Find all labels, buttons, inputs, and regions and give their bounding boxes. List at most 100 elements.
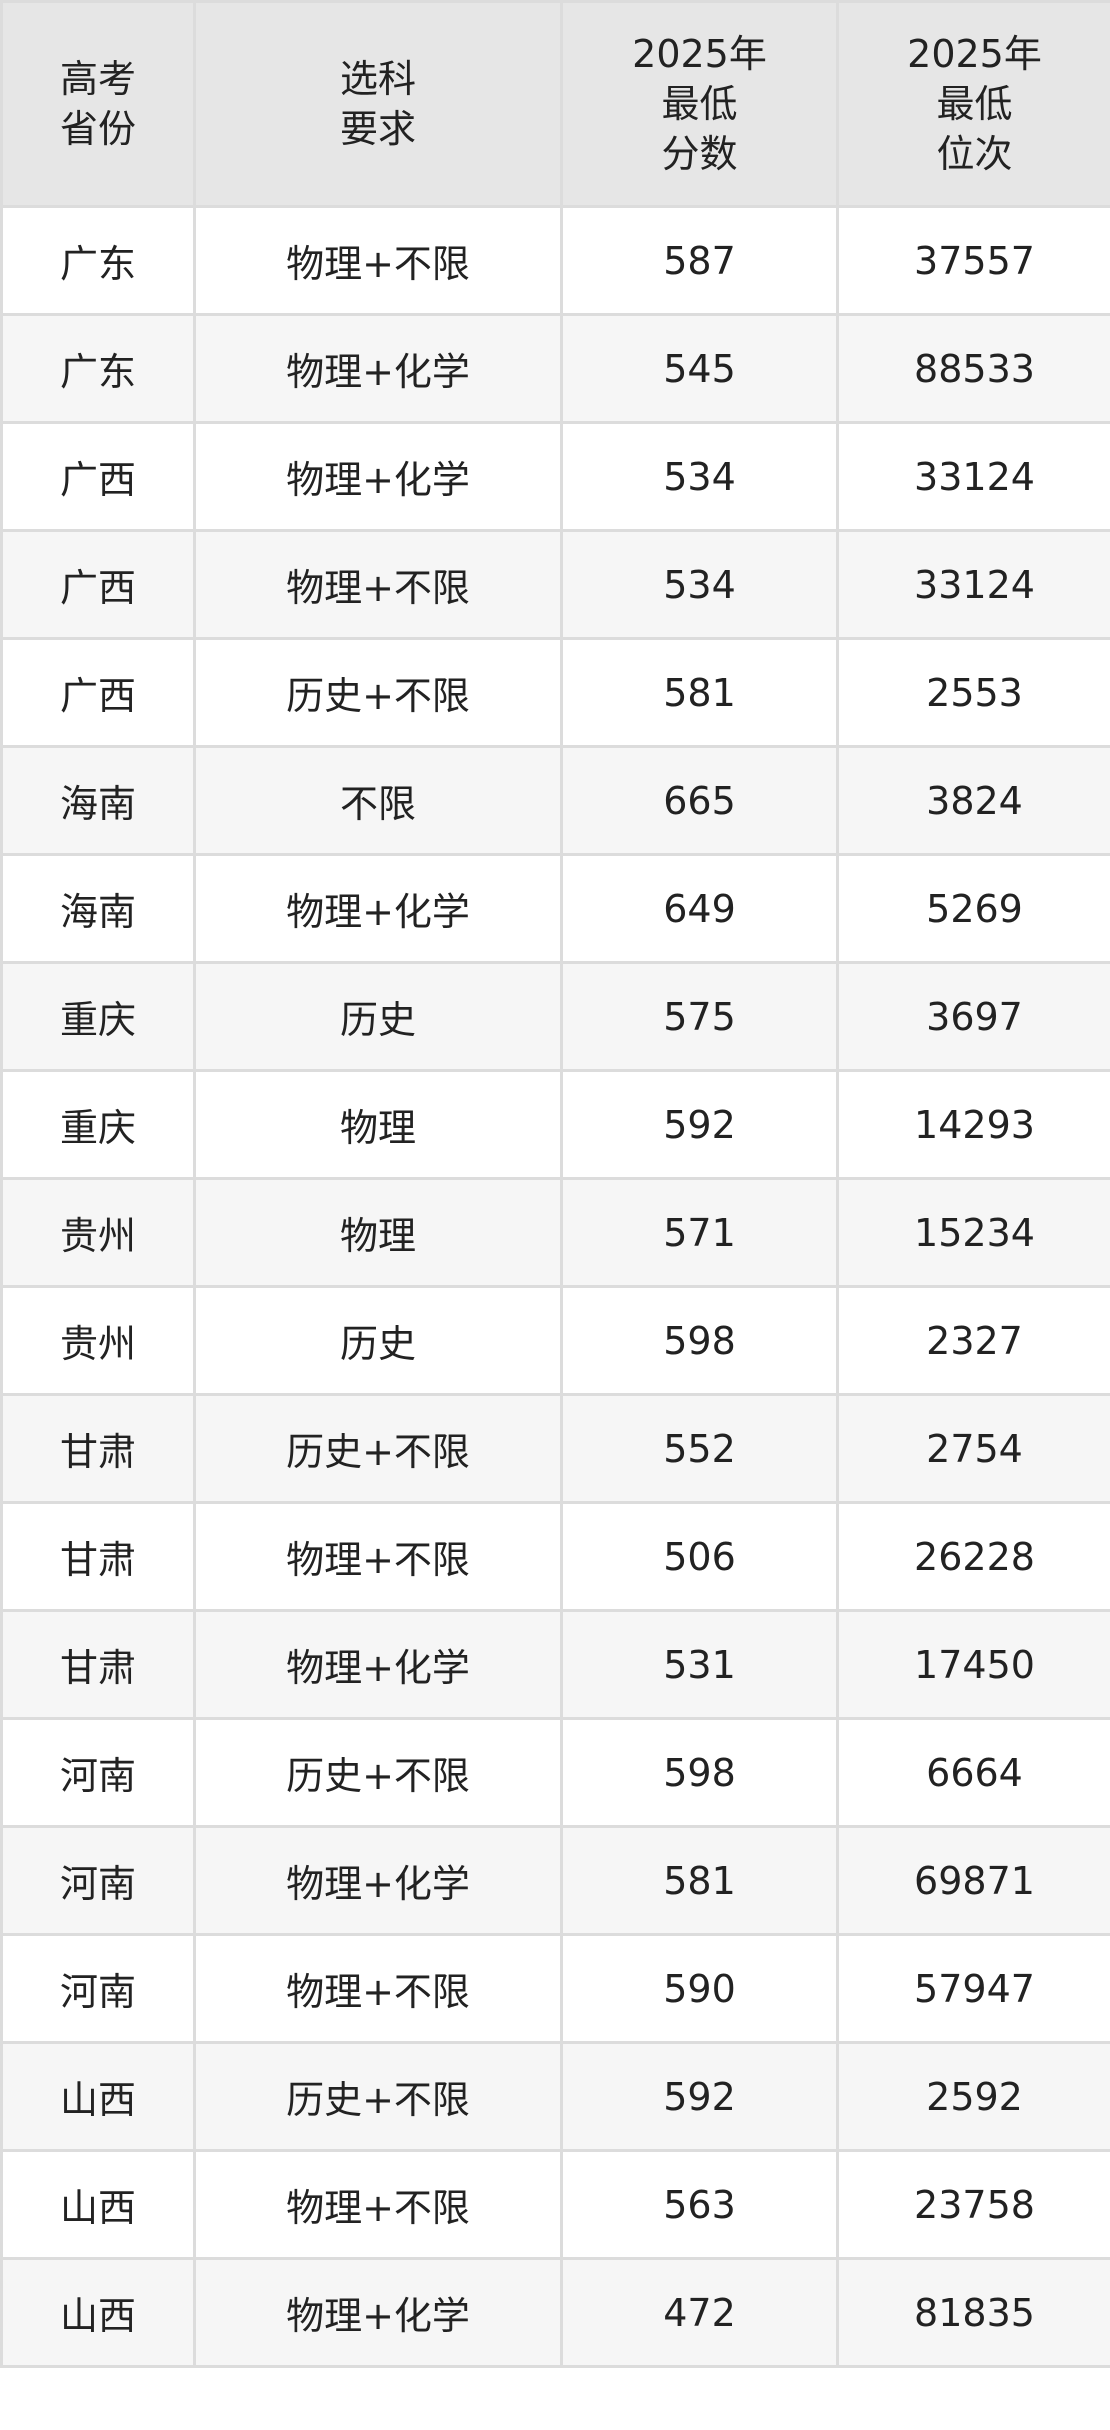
score-cell: 472 [560,2257,839,2368]
province-cell: 河南 [0,1933,196,2044]
rank-cell: 69871 [836,1825,1110,1936]
rank-cell: 5269 [836,853,1110,964]
score-cell: 590 [560,1933,839,2044]
table-row: 广西 物理+不限 534 33124 [0,529,1110,640]
province-cell: 甘肃 [0,1501,196,1612]
score-cell: 563 [560,2149,839,2260]
rank-cell: 88533 [836,313,1110,424]
subject-cell: 历史+不限 [193,1393,563,1504]
subject-cell: 不限 [193,745,563,856]
score-cell: 649 [560,853,839,964]
province-cell: 广西 [0,637,196,748]
rank-cell: 81835 [836,2257,1110,2368]
table-row: 贵州 物理 571 15234 [0,1177,1110,1288]
province-cell: 广东 [0,205,196,316]
subject-cell: 历史 [193,961,563,1072]
score-cell: 571 [560,1177,839,1288]
score-cell: 534 [560,421,839,532]
score-cell: 592 [560,2041,839,2152]
subject-cell: 物理+不限 [193,529,563,640]
province-cell: 重庆 [0,961,196,1072]
admission-score-table: 高考 省份 选科 要求 2025年 最低 分数 2025年 最低 位次 广东 物理… [0,0,1110,2368]
subject-cell: 物理+不限 [193,2149,563,2260]
subject-cell: 物理+化学 [193,1609,563,1720]
rank-cell: 2592 [836,2041,1110,2152]
table-row: 广东 物理+化学 545 88533 [0,313,1110,424]
rank-cell: 6664 [836,1717,1110,1828]
table-row: 河南 物理+化学 581 69871 [0,1825,1110,1936]
subject-cell: 物理+不限 [193,205,563,316]
table-row: 甘肃 物理+不限 506 26228 [0,1501,1110,1612]
subject-cell: 物理+化学 [193,313,563,424]
subject-cell: 历史+不限 [193,2041,563,2152]
province-cell: 贵州 [0,1285,196,1396]
subject-cell: 历史 [193,1285,563,1396]
table-row: 海南 不限 665 3824 [0,745,1110,856]
score-cell: 575 [560,961,839,1072]
table-row: 重庆 历史 575 3697 [0,961,1110,1072]
province-cell: 广西 [0,529,196,640]
table-row: 甘肃 物理+化学 531 17450 [0,1609,1110,1720]
subject-cell: 物理+化学 [193,2257,563,2368]
province-cell: 河南 [0,1717,196,1828]
rank-cell: 2754 [836,1393,1110,1504]
table-body: 广东 物理+不限 587 37557 广东 物理+化学 545 88533 广西 物理+化学 534… [0,205,1110,2368]
province-cell: 甘肃 [0,1393,196,1504]
province-cell: 山西 [0,2257,196,2368]
province-cell: 贵州 [0,1177,196,1288]
header-row: 高考 省份 选科 要求 2025年 最低 分数 2025年 最低 位次 [0,0,1110,208]
rank-cell: 37557 [836,205,1110,316]
rank-cell: 15234 [836,1177,1110,1288]
score-cell: 587 [560,205,839,316]
header-min-rank: 2025年 最低 位次 [836,0,1110,208]
table-row: 山西 物理+化学 472 81835 [0,2257,1110,2368]
table-row: 河南 历史+不限 598 6664 [0,1717,1110,1828]
province-cell: 广西 [0,421,196,532]
subject-cell: 物理+不限 [193,1933,563,2044]
table-row: 河南 物理+不限 590 57947 [0,1933,1110,2044]
table-row: 甘肃 历史+不限 552 2754 [0,1393,1110,1504]
subject-cell: 历史+不限 [193,1717,563,1828]
rank-cell: 57947 [836,1933,1110,2044]
subject-cell: 物理+不限 [193,1501,563,1612]
score-cell: 506 [560,1501,839,1612]
rank-cell: 3824 [836,745,1110,856]
rank-cell: 33124 [836,421,1110,532]
subject-cell: 物理+化学 [193,853,563,964]
province-cell: 河南 [0,1825,196,1936]
table-row: 广西 历史+不限 581 2553 [0,637,1110,748]
rank-cell: 23758 [836,2149,1110,2260]
table-row: 重庆 物理 592 14293 [0,1069,1110,1180]
table-row: 山西 物理+不限 563 23758 [0,2149,1110,2260]
header-min-score: 2025年 最低 分数 [560,0,839,208]
table-row: 海南 物理+化学 649 5269 [0,853,1110,964]
rank-cell: 14293 [836,1069,1110,1180]
header-province: 高考 省份 [0,0,196,208]
rank-cell: 3697 [836,961,1110,1072]
score-cell: 531 [560,1609,839,1720]
table-row: 广西 物理+化学 534 33124 [0,421,1110,532]
subject-cell: 物理+化学 [193,421,563,532]
score-cell: 545 [560,313,839,424]
province-cell: 重庆 [0,1069,196,1180]
score-cell: 581 [560,637,839,748]
table-row: 广东 物理+不限 587 37557 [0,205,1110,316]
table-row: 贵州 历史 598 2327 [0,1285,1110,1396]
subject-cell: 物理 [193,1177,563,1288]
province-cell: 广东 [0,313,196,424]
table-row: 山西 历史+不限 592 2592 [0,2041,1110,2152]
province-cell: 山西 [0,2149,196,2260]
rank-cell: 2327 [836,1285,1110,1396]
score-cell: 598 [560,1717,839,1828]
score-cell: 598 [560,1285,839,1396]
province-cell: 海南 [0,745,196,856]
subject-cell: 历史+不限 [193,637,563,748]
subject-cell: 物理 [193,1069,563,1180]
score-cell: 581 [560,1825,839,1936]
rank-cell: 33124 [836,529,1110,640]
province-cell: 山西 [0,2041,196,2152]
score-cell: 552 [560,1393,839,1504]
province-cell: 海南 [0,853,196,964]
rank-cell: 17450 [836,1609,1110,1720]
score-cell: 534 [560,529,839,640]
